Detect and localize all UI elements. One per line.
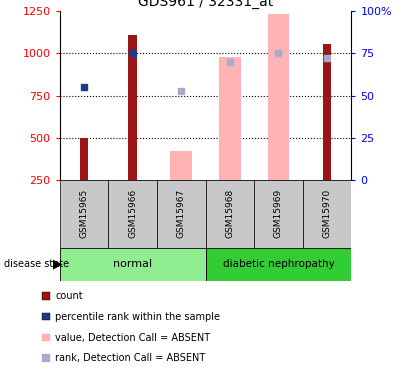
Bar <box>80 138 88 180</box>
Text: normal: normal <box>113 260 152 269</box>
Bar <box>42 334 51 341</box>
Point <box>275 51 282 57</box>
Point <box>178 88 185 94</box>
Text: ▶: ▶ <box>53 258 62 271</box>
Text: GSM15969: GSM15969 <box>274 189 283 238</box>
Point <box>81 84 87 90</box>
Bar <box>128 35 137 180</box>
Text: GSM15966: GSM15966 <box>128 189 137 238</box>
Text: value, Detection Call = ABSENT: value, Detection Call = ABSENT <box>55 333 210 342</box>
Point <box>324 55 330 61</box>
Text: percentile rank within the sample: percentile rank within the sample <box>55 312 220 322</box>
Text: GSM15967: GSM15967 <box>177 189 186 238</box>
Text: disease state: disease state <box>4 260 69 269</box>
Bar <box>108 180 157 248</box>
Bar <box>254 180 303 248</box>
Title: GDS961 / 32331_at: GDS961 / 32331_at <box>138 0 273 9</box>
Bar <box>42 292 51 300</box>
Text: GSM15968: GSM15968 <box>225 189 234 238</box>
Bar <box>170 151 192 180</box>
Bar <box>60 180 108 248</box>
Point <box>226 59 233 65</box>
Bar <box>206 248 351 281</box>
Text: GSM15965: GSM15965 <box>79 189 88 238</box>
Text: count: count <box>55 291 83 301</box>
Bar <box>323 44 331 180</box>
Bar <box>206 180 254 248</box>
Point <box>129 51 136 57</box>
Text: diabetic nephropathy: diabetic nephropathy <box>223 260 334 269</box>
Bar <box>157 180 206 248</box>
Bar <box>60 248 206 281</box>
Text: GSM15970: GSM15970 <box>323 189 332 238</box>
Bar <box>219 57 241 180</box>
Bar <box>42 354 51 362</box>
Bar <box>268 14 289 180</box>
Text: rank, Detection Call = ABSENT: rank, Detection Call = ABSENT <box>55 353 206 363</box>
Bar <box>42 313 51 320</box>
Bar <box>303 180 351 248</box>
